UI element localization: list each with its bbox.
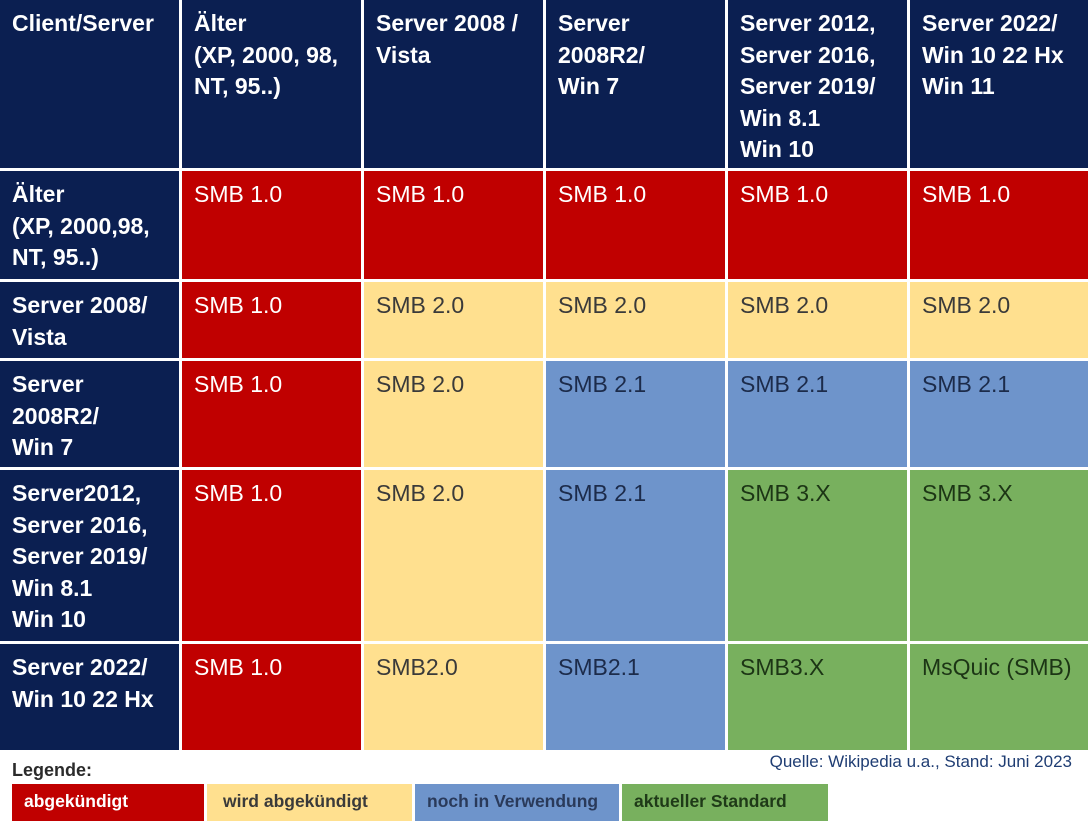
- row-header: Server 2022/Win 10 22 Hx: [0, 644, 179, 750]
- table-cell: SMB 2.0: [910, 282, 1088, 358]
- table-cell: SMB 2.0: [364, 282, 543, 358]
- corner-header: Client/Server: [0, 0, 179, 168]
- table-cell: SMB 2.0: [364, 361, 543, 467]
- table-cell: SMB 3.X: [910, 470, 1088, 641]
- legend-item: aktueller Standard: [622, 784, 828, 821]
- table-cell: SMB 2.1: [910, 361, 1088, 467]
- legend-title: Legende:: [12, 760, 93, 780]
- table-cell: SMB 1.0: [182, 470, 361, 641]
- table-cell: SMB 2.1: [728, 361, 907, 467]
- row-header: Server 2008R2/Win 7: [0, 361, 179, 467]
- legend-item: wird abgekündigt: [207, 784, 412, 821]
- legend-item: noch in Verwendung: [415, 784, 619, 821]
- table-cell: SMB 2.0: [546, 282, 725, 358]
- table-cell: SMB 1.0: [910, 171, 1088, 279]
- table-cell: SMB 1.0: [546, 171, 725, 279]
- column-header: Server 2012, Server 2016, Server 2019/Win …: [728, 0, 907, 168]
- column-header: Server 2022/Win 10 22 Hx Win 11: [910, 0, 1088, 168]
- legend-item: abgekündigt: [12, 784, 204, 821]
- legend: abgekündigt wird abgekündigt noch in Verwe…: [12, 784, 828, 821]
- table-cell: SMB 3.X: [728, 470, 907, 641]
- source-note: Quelle: Wikipedia u.a., Stand: Juni 2023: [769, 752, 1072, 771]
- table-cell: SMB3.X: [728, 644, 907, 750]
- table-cell: SMB2.1: [546, 644, 725, 750]
- table-cell: SMB 1.0: [182, 644, 361, 750]
- column-header: Älter (XP, 2000, 98, NT, 95..): [182, 0, 361, 168]
- row-header: Server2012, Server 2016, Server 2019/Win 8…: [0, 470, 179, 641]
- table-cell: SMB2.0: [364, 644, 543, 750]
- table-cell: SMB 1.0: [364, 171, 543, 279]
- table-cell: SMB 1.0: [182, 361, 361, 467]
- column-header: Server 2008R2/Win 7: [546, 0, 725, 168]
- table-cell: SMB 1.0: [182, 171, 361, 279]
- table-cell: SMB 2.1: [546, 361, 725, 467]
- table-cell: SMB 2.0: [728, 282, 907, 358]
- table-cell: SMB 1.0: [728, 171, 907, 279]
- table-cell: SMB 2.0: [364, 470, 543, 641]
- row-header: Älter (XP, 2000,98, NT, 95..): [0, 171, 179, 279]
- table-cell: MsQuic (SMB): [910, 644, 1088, 750]
- table-cell: SMB 2.1: [546, 470, 725, 641]
- table-cell: SMB 1.0: [182, 282, 361, 358]
- row-header: Server 2008/Vista: [0, 282, 179, 358]
- column-header: Server 2008 /Vista: [364, 0, 543, 168]
- smb-compatibility-table: Client/Server Älter (XP, 2000, 98, NT, 95..…: [0, 0, 1088, 750]
